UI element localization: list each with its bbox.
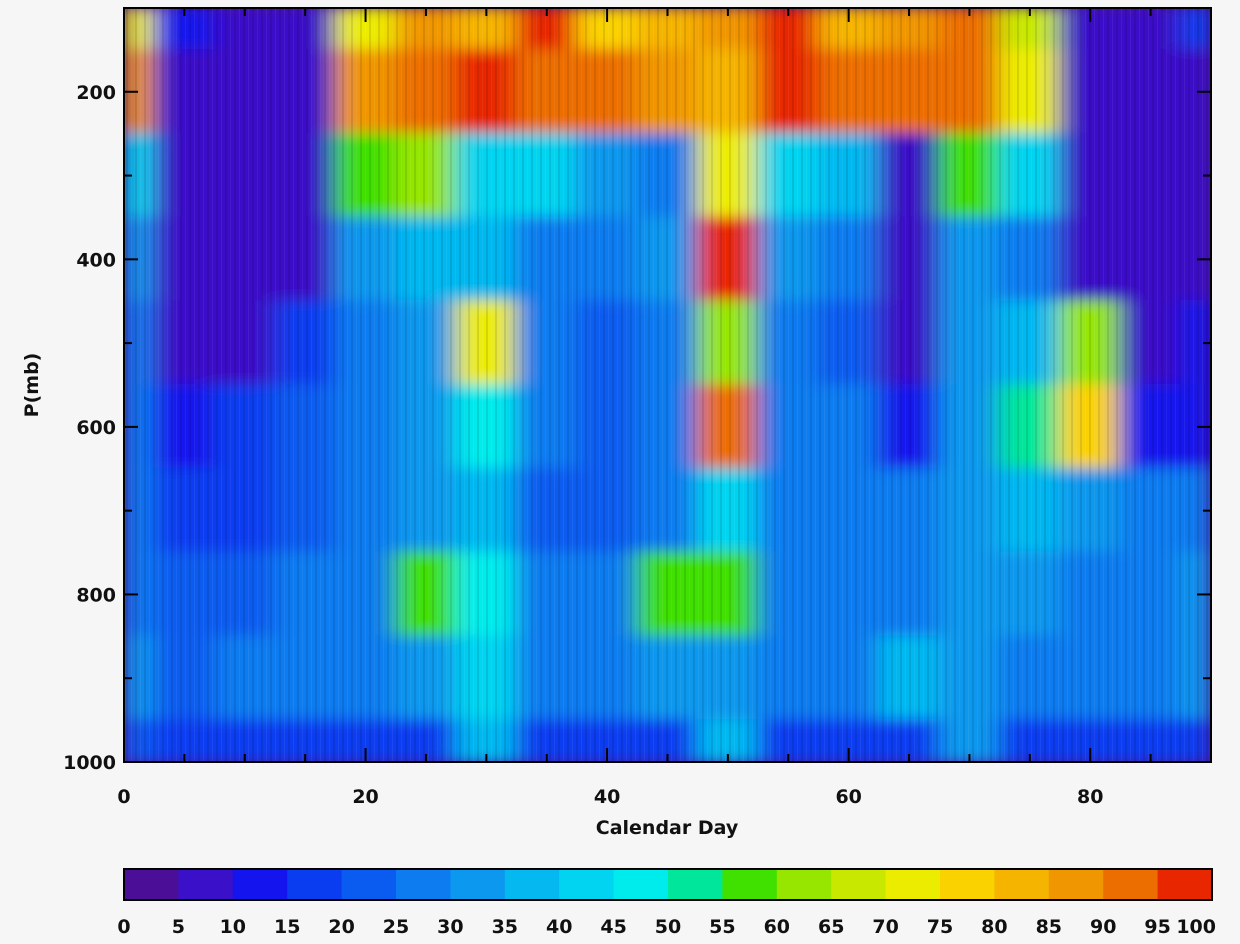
colorbar-swatch — [504, 869, 560, 900]
colorbar-tick-label: 90 — [1090, 916, 1116, 938]
colorbar-tick-label: 35 — [492, 916, 518, 938]
colorbar-tick-label: 30 — [437, 916, 463, 938]
colorbar-swatch — [1103, 869, 1159, 900]
heatmap-streak-overlay — [124, 8, 1211, 762]
colorbar-swatch — [396, 869, 451, 900]
colorbar-swatch — [1157, 869, 1213, 900]
colorbar-tick-label: 25 — [383, 916, 409, 938]
colorbar-tick-label: 45 — [600, 916, 626, 938]
y-tick-label: 600 — [76, 417, 116, 439]
colorbar-swatch — [613, 869, 669, 900]
colorbar-tick-label: 15 — [274, 916, 300, 938]
y-axis: 200 400 600 800 1000 — [63, 7, 1211, 774]
x-tick-label: 80 — [1077, 786, 1103, 808]
colorbar-swatch — [940, 869, 995, 900]
x-axis-label: Calendar Day — [596, 817, 739, 839]
colorbar-tick-label: 10 — [220, 916, 246, 938]
x-tick-label: 60 — [835, 786, 861, 808]
colorbar-swatch — [668, 869, 723, 900]
colorbar-tick-label: 95 — [1144, 916, 1170, 938]
x-tick-label: 40 — [594, 786, 620, 808]
y-tick-label: 200 — [76, 82, 116, 104]
colorbar — [124, 869, 1213, 900]
colorbar-swatch — [124, 869, 179, 900]
colorbar-tick-label: 75 — [927, 916, 953, 938]
colorbar-frame — [123, 868, 1213, 901]
colorbar-swatch — [341, 869, 397, 900]
colorbar-swatch — [885, 869, 941, 900]
colorbar-tick-label: 40 — [546, 916, 572, 938]
y-tick-label: 400 — [76, 249, 116, 271]
colorbar-tick-label: 55 — [709, 916, 735, 938]
y-tick-label: 800 — [76, 584, 116, 606]
colorbar-tick-label: 0 — [117, 916, 130, 938]
x-axis: 0 20 40 60 80 — [117, 8, 1212, 808]
colorbar-swatch — [559, 869, 615, 900]
colorbar-swatch — [450, 869, 506, 900]
colorbar-tick-label: 65 — [818, 916, 844, 938]
colorbar-tick-label: 70 — [872, 916, 898, 938]
colorbar-tick-labels: 0 5 10 15 20 25 30 35 40 45 50 55 60 65 70 75 80 85 90 95 10… — [117, 916, 1216, 938]
heatmap — [124, 8, 1211, 762]
colorbar-swatch — [287, 869, 343, 900]
colorbar-swatch — [178, 869, 234, 900]
x-tick-label: 20 — [352, 786, 378, 808]
colorbar-swatch — [776, 869, 832, 900]
colorbar-tick-label: 50 — [655, 916, 681, 938]
colorbar-swatch — [831, 869, 887, 900]
colorbar-swatch — [994, 869, 1050, 900]
y-tick-label: 1000 — [63, 752, 116, 774]
colorbar-tick-label: 60 — [764, 916, 790, 938]
colorbar-swatch — [722, 869, 778, 900]
colorbar-swatch — [232, 869, 288, 900]
colorbar-tick-label: 100 — [1176, 916, 1216, 938]
colorbar-swatch — [1048, 869, 1104, 900]
colorbar-tick-label: 80 — [981, 916, 1007, 938]
colorbar-tick-label: 20 — [328, 916, 354, 938]
x-tick-label: 0 — [117, 786, 130, 808]
colorbar-tick-label: 5 — [172, 916, 185, 938]
colorbar-tick-label: 85 — [1036, 916, 1062, 938]
y-axis-label: P(mb) — [21, 353, 43, 418]
